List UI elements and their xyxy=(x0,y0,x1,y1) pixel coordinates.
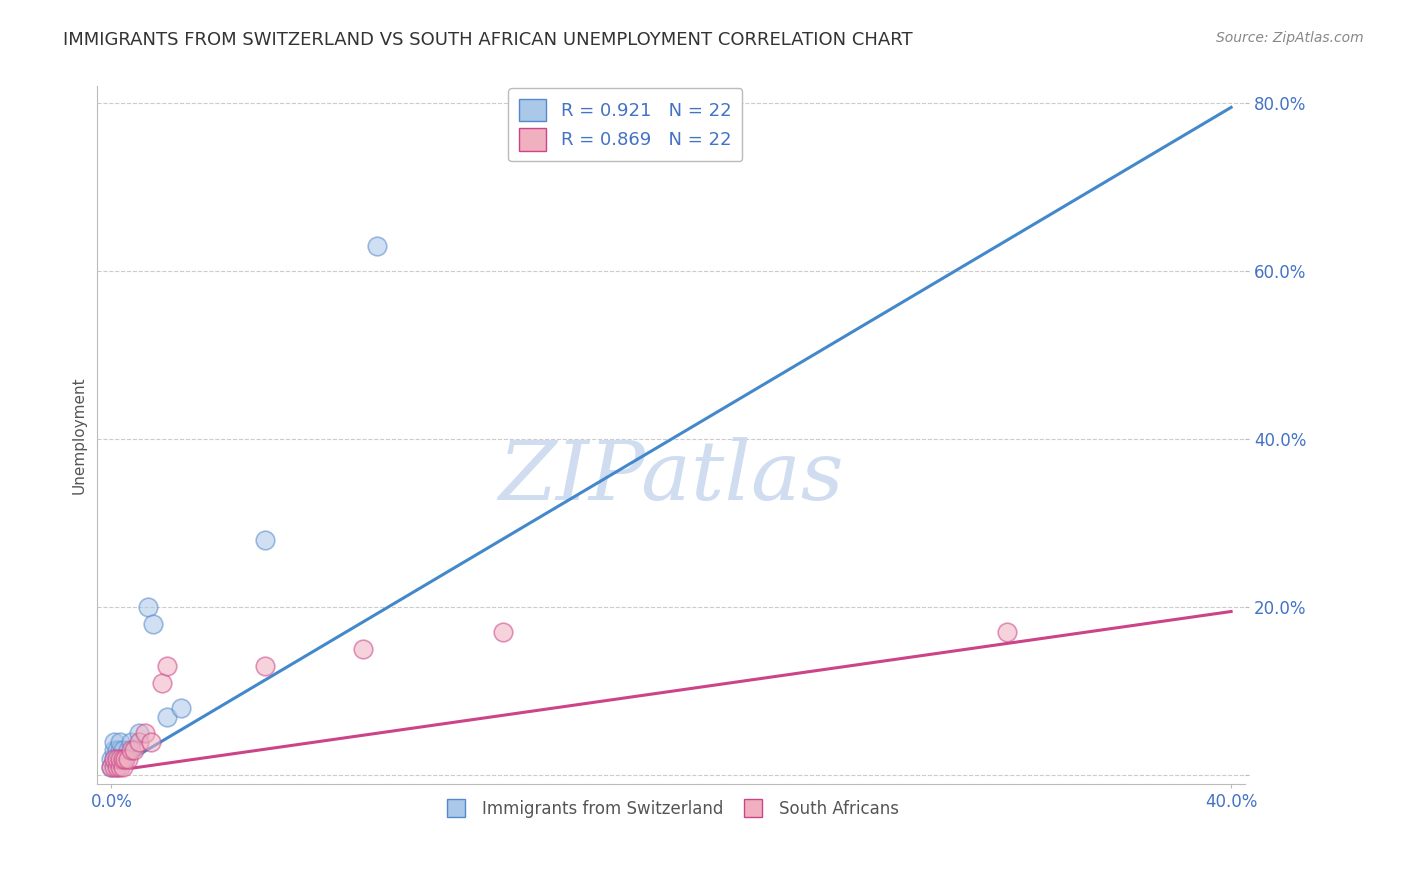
Point xyxy=(111,743,134,757)
Point xyxy=(100,760,122,774)
Point xyxy=(111,751,134,765)
Point xyxy=(150,676,173,690)
Legend: Immigrants from Switzerland, South Africans: Immigrants from Switzerland, South Afric… xyxy=(437,793,905,824)
Point xyxy=(142,617,165,632)
Point xyxy=(117,751,139,765)
Point xyxy=(114,751,136,765)
Point xyxy=(492,625,515,640)
Y-axis label: Unemployment: Unemployment xyxy=(72,376,86,494)
Point xyxy=(122,743,145,757)
Point xyxy=(170,701,193,715)
Point xyxy=(105,751,128,765)
Point xyxy=(366,239,388,253)
Point xyxy=(156,659,179,673)
Text: ZIPatlas: ZIPatlas xyxy=(499,437,844,516)
Point xyxy=(105,760,128,774)
Point xyxy=(108,751,131,765)
Point xyxy=(111,760,134,774)
Point xyxy=(108,760,131,774)
Point xyxy=(103,751,125,765)
Point xyxy=(103,735,125,749)
Point xyxy=(117,743,139,757)
Point xyxy=(108,751,131,765)
Point xyxy=(103,743,125,757)
Point xyxy=(139,735,162,749)
Point xyxy=(134,726,156,740)
Point xyxy=(254,659,277,673)
Point xyxy=(108,735,131,749)
Point xyxy=(128,726,150,740)
Point xyxy=(103,751,125,765)
Point xyxy=(108,743,131,757)
Point xyxy=(995,625,1018,640)
Text: Source: ZipAtlas.com: Source: ZipAtlas.com xyxy=(1216,31,1364,45)
Point xyxy=(120,743,142,757)
Point xyxy=(105,760,128,774)
Point xyxy=(105,751,128,765)
Point xyxy=(100,751,122,765)
Point xyxy=(114,751,136,765)
Point xyxy=(136,600,159,615)
Point xyxy=(103,760,125,774)
Text: IMMIGRANTS FROM SWITZERLAND VS SOUTH AFRICAN UNEMPLOYMENT CORRELATION CHART: IMMIGRANTS FROM SWITZERLAND VS SOUTH AFR… xyxy=(63,31,912,49)
Point xyxy=(352,642,374,657)
Point xyxy=(156,709,179,723)
Point xyxy=(120,735,142,749)
Point xyxy=(105,743,128,757)
Point xyxy=(100,760,122,774)
Point xyxy=(254,533,277,547)
Point xyxy=(128,735,150,749)
